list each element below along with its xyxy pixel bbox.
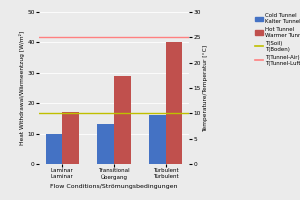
Y-axis label: Heat Withdrawal/Wärmeentzug [W/m²]: Heat Withdrawal/Wärmeentzug [W/m²] xyxy=(19,31,25,145)
X-axis label: Flow Conditions/Strömungsbedingungen: Flow Conditions/Strömungsbedingungen xyxy=(50,184,178,189)
Bar xyxy=(98,124,114,164)
Legend: Cold Tunnel
Kalter Tunnel, Hot Tunnel
Warmer Tunnel, T(Soil)
T(Boden), T(Tunnel-: Cold Tunnel Kalter Tunnel, Hot Tunnel Wa… xyxy=(255,13,300,66)
Bar xyxy=(114,76,130,164)
Y-axis label: Temperature/Temperatur [°C]: Temperature/Temperatur [°C] xyxy=(203,44,208,132)
Bar xyxy=(166,42,182,164)
Bar xyxy=(46,134,62,164)
Bar xyxy=(62,112,79,164)
Bar xyxy=(149,115,166,164)
